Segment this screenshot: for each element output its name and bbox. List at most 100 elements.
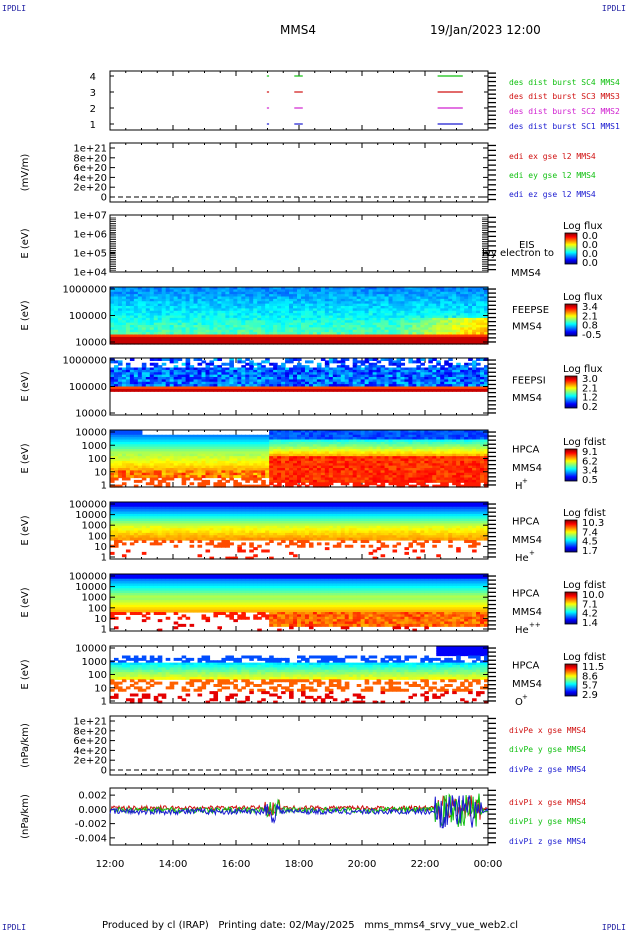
feepse-panel-cell xyxy=(137,322,143,326)
feepsi-panel-cell xyxy=(436,362,441,366)
feepse-panel-cell xyxy=(161,308,167,312)
feepse-panel-cell xyxy=(193,322,199,326)
feepse-panel-cell xyxy=(221,289,226,293)
feepse-panel-cell xyxy=(121,291,127,295)
feepsi-panel-cell xyxy=(269,362,274,366)
feepse-panel-cell xyxy=(129,298,135,302)
feepse-panel-cell xyxy=(201,332,207,336)
feepse-panel-cell xyxy=(133,308,139,312)
feepse-panel-cell xyxy=(229,327,234,331)
feepse-panel-cell xyxy=(221,303,226,307)
feepse-panel-cell xyxy=(161,339,167,343)
hpca-h-panel-cell xyxy=(125,477,131,481)
feepsi-panel-cell xyxy=(149,388,155,392)
feepse-panel-cell xyxy=(197,306,203,309)
feepse-panel-cell xyxy=(185,329,191,333)
feepse-panel-cell xyxy=(209,317,215,321)
feepse-panel-cell xyxy=(133,301,139,305)
feepse-panel-cell xyxy=(145,313,151,317)
feepse-panel-cell xyxy=(241,298,246,302)
feepse-panel-cell xyxy=(169,317,175,321)
feepse-panel-cell xyxy=(213,325,219,328)
feepse-panel-cell xyxy=(149,336,155,340)
feepsi-panel-cell xyxy=(229,388,234,392)
feepse-panel-cell xyxy=(245,332,250,336)
feepse-panel-cell xyxy=(233,308,238,312)
feepse-panel-cell xyxy=(149,325,155,328)
feepsi-panel-cell xyxy=(408,388,413,392)
feepse-panel-cell xyxy=(145,320,151,324)
feepse-panel-cell xyxy=(257,291,262,295)
feepse-panel-cell xyxy=(129,341,135,345)
feepse-panel-cell xyxy=(177,315,183,319)
feepse-panel-cell xyxy=(169,308,175,312)
feepse-panel-cell xyxy=(129,336,135,340)
feepse-panel-cell xyxy=(141,332,147,336)
feepsi-panel-cell xyxy=(336,388,342,392)
feepse-panel-cell xyxy=(225,339,230,343)
feepse-panel-cell xyxy=(117,327,123,331)
feepse-panel-cell xyxy=(125,296,131,300)
feepse-panel-cell xyxy=(197,315,203,319)
feepse-panel-cell xyxy=(213,294,219,298)
feepse-panel-cell xyxy=(261,306,266,309)
feepse-panel-cell xyxy=(193,301,199,305)
feepse-panel-cell xyxy=(153,325,159,328)
feepse-panel-cell xyxy=(217,301,223,305)
feepse-panel-cell xyxy=(221,322,226,326)
feepse-panel-cell xyxy=(110,298,115,302)
feepse-panel-cell xyxy=(201,289,207,293)
feepse-panel-cell xyxy=(145,325,151,328)
feepse-panel-cell xyxy=(189,310,195,314)
feepse-panel-ytick-label: 1000000 xyxy=(62,285,107,296)
feepsi-panel-cell xyxy=(384,388,390,392)
feepse-panel-cell xyxy=(249,296,254,300)
feepse-panel-cell xyxy=(133,334,139,338)
feepse-panel-cell xyxy=(225,310,230,314)
feepse-panel-cell xyxy=(110,327,115,331)
feepse-panel-cell xyxy=(169,296,175,300)
feepse-panel-cell xyxy=(121,308,127,312)
feepse-panel-cell xyxy=(229,339,234,343)
feepse-panel-cell xyxy=(169,339,175,343)
feepse-panel-cell xyxy=(253,315,258,319)
feepse-panel-cell xyxy=(209,329,215,333)
feepsi-panel-cell xyxy=(265,360,270,364)
hpca-h-panel-cell xyxy=(169,477,175,481)
feepse-panel-cell xyxy=(193,334,199,338)
feepse-panel-cell xyxy=(173,298,179,302)
feepse-panel-cell xyxy=(129,327,135,331)
feepse-panel-cell xyxy=(169,320,175,324)
feepse-panel-cell xyxy=(169,287,175,290)
feepsi-panel-cell xyxy=(173,388,179,392)
feepse-panel-cell xyxy=(233,339,238,343)
feepse-panel-cell xyxy=(153,303,159,307)
hpca-h-panel-cell xyxy=(245,479,250,483)
feepse-panel-cell xyxy=(121,317,127,321)
feepse-panel-cell xyxy=(245,313,250,317)
feepse-panel-cell xyxy=(201,327,207,331)
feepse-panel-cell xyxy=(169,301,175,305)
feepse-panel-cell xyxy=(257,336,262,340)
feepse-panel-cell xyxy=(249,303,254,307)
feepse-panel-cell xyxy=(157,315,163,319)
feepsi-panel-cell xyxy=(233,388,238,392)
feepse-panel-cell xyxy=(233,336,238,340)
divpe-panel-ytick-label: 4e+20 xyxy=(73,746,107,757)
feepsi-panel-cell xyxy=(241,360,246,364)
feepse-panel-cell xyxy=(149,289,155,293)
feepse-panel-spacecraft-label: MMS4 xyxy=(512,322,542,333)
datetime-title: 19/Jan/2023 12:00 xyxy=(430,23,541,37)
feepse-panel-cell xyxy=(213,336,219,340)
feepsi-panel-cell xyxy=(110,360,115,364)
feepse-panel-cell xyxy=(137,336,143,340)
feepse-panel-cell xyxy=(181,310,187,314)
feepsi-panel-cell xyxy=(456,388,461,392)
feepsi-panel-cell xyxy=(261,360,266,364)
feepse-panel-cell xyxy=(145,298,151,302)
feepse-panel-cell xyxy=(253,322,258,326)
feepse-panel-cell xyxy=(225,317,230,321)
feepsi-panel-cell xyxy=(416,360,421,364)
feepse-panel-cell xyxy=(265,320,270,324)
feepse-panel-cell xyxy=(221,308,226,312)
